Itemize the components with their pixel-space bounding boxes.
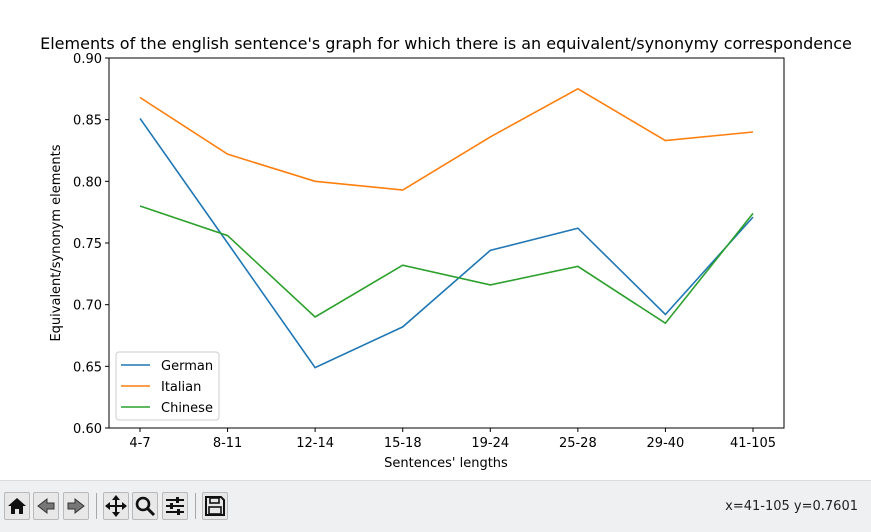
y-tick-label: 0.75 [73, 237, 102, 252]
arrow-right-icon [67, 497, 85, 515]
series-line-chinese [139, 205, 754, 325]
legend-label-italian: Italian [161, 380, 201, 395]
y-axis-label: Equivalent/synonym elements [49, 144, 64, 341]
x-tick-label: 19-24 [471, 436, 509, 451]
chart-title: Elements of the english sentence's graph… [40, 34, 852, 53]
zoom-button[interactable] [132, 492, 158, 520]
series-line-italian [139, 87, 754, 191]
x-axis-label: Sentences' lengths [384, 456, 508, 471]
x-tick-label: 15-18 [384, 436, 422, 451]
sliders-icon [166, 497, 184, 515]
x-tick-label: 4-7 [129, 436, 150, 451]
pan-button[interactable] [103, 492, 129, 520]
legend-label-chinese: Chinese [161, 401, 213, 416]
y-tick-label: 0.80 [73, 175, 102, 190]
home-button[interactable] [4, 492, 30, 520]
configure-subplots-button[interactable] [162, 492, 188, 520]
navigation-toolbar: x=41-105 y=0.7601 [0, 480, 871, 532]
series-line-german [139, 117, 754, 369]
x-tick-label: 29-40 [647, 436, 685, 451]
x-tick-label: 12-14 [296, 436, 334, 451]
forward-button[interactable] [63, 492, 89, 520]
move-icon [105, 495, 127, 517]
home-icon [8, 498, 26, 514]
plot-area [109, 58, 784, 428]
y-tick-label: 0.90 [73, 52, 102, 67]
y-tick-label: 0.85 [73, 114, 102, 129]
arrow-left-icon [37, 497, 55, 515]
chart-figure: Elements of the english sentence's graph… [40, 34, 852, 471]
y-tick-label: 0.65 [73, 360, 102, 375]
legend-label-german: German [161, 359, 213, 374]
back-button[interactable] [33, 492, 59, 520]
magnifier-icon [135, 496, 156, 517]
x-tick-label: 25-28 [559, 436, 597, 451]
save-button[interactable] [202, 492, 228, 520]
cursor-coordinates: x=41-105 y=0.7601 [725, 499, 858, 514]
legend: German Italian Chinese [115, 351, 220, 421]
y-tick-label: 0.60 [73, 422, 102, 437]
x-tick-label: 8-11 [213, 436, 243, 451]
x-tick-label: 41-105 [730, 436, 776, 451]
plot-border [108, 57, 785, 429]
floppy-disk-icon [205, 496, 225, 516]
y-tick-label: 0.70 [73, 299, 102, 314]
legend-box [115, 351, 220, 421]
